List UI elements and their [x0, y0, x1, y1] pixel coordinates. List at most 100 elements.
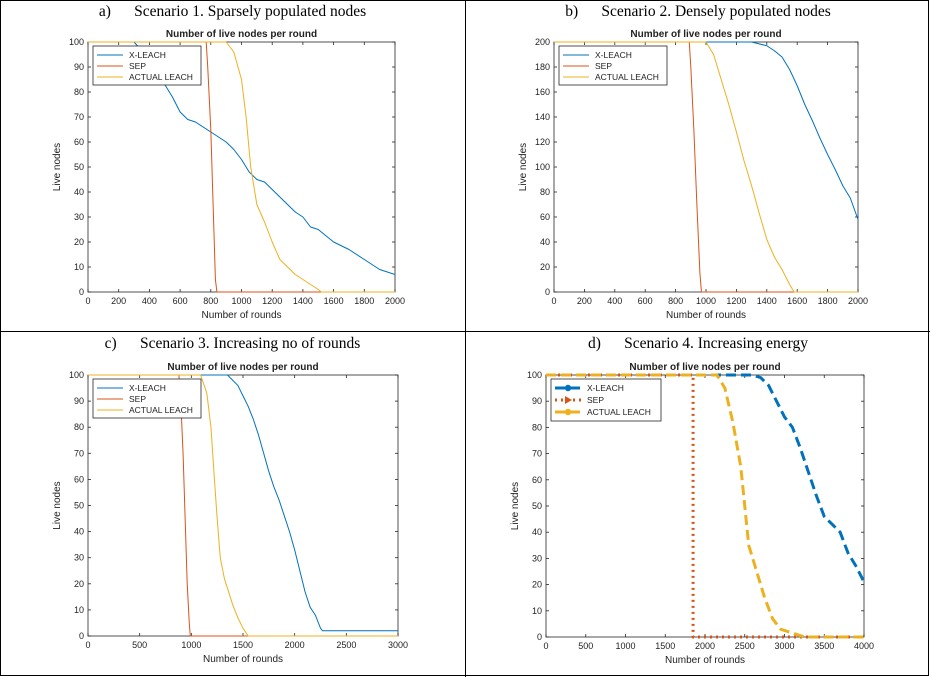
y-tick-label: 50	[74, 162, 84, 172]
x-tick-label: 1800	[818, 296, 838, 306]
chart-title: Number of live nodes per round	[167, 362, 318, 373]
x-axis-label: Number of rounds	[201, 310, 281, 321]
series-line-x-leach	[88, 374, 398, 632]
y-tick-label: 60	[74, 474, 84, 484]
y-tick-label: 70	[532, 449, 542, 459]
x-tick-label: 1000	[231, 296, 251, 306]
y-tick-label: 140	[535, 112, 550, 122]
y-tick-label: 90	[532, 396, 542, 406]
x-tick-label: 1600	[324, 296, 344, 306]
panel-letter: c)	[104, 335, 117, 352]
legend-marker-triangle	[565, 396, 572, 404]
x-tick-label: 500	[132, 640, 147, 650]
y-tick-label: 90	[74, 396, 84, 406]
y-tick-label: 30	[74, 553, 84, 563]
legend-marker-circle	[564, 408, 572, 416]
y-tick-label: 100	[69, 37, 84, 47]
chart-title: Number of live nodes per round	[629, 362, 780, 373]
y-tick-label: 60	[532, 475, 542, 485]
legend-label: SEP	[595, 61, 612, 71]
panel-letter: d)	[587, 335, 601, 352]
x-tick-label: 3000	[388, 640, 408, 650]
grid-divider-vertical	[465, 0, 466, 677]
panel-caption: b) Scenario 2. Densely populated nodes	[466, 3, 930, 21]
chart-title: Number of live nodes per round	[630, 29, 781, 40]
panel-letter: b)	[565, 3, 579, 20]
y-tick-label: 60	[74, 137, 84, 147]
panel-caption: a) Scenario 1. Sparsely populated nodes	[0, 3, 465, 21]
x-tick-label: 0	[85, 640, 90, 650]
x-tick-label: 1400	[293, 296, 313, 306]
y-tick-label: 0	[79, 287, 84, 297]
series-line-x-leach	[546, 373, 864, 583]
grid-divider-horizontal	[0, 331, 930, 332]
legend-label: SEP	[129, 394, 146, 404]
legend-label: ACTUAL LEACH	[595, 72, 659, 82]
y-tick-label: 180	[535, 62, 550, 72]
x-tick-label: 1000	[696, 296, 716, 306]
x-tick-label: 2000	[695, 641, 715, 651]
x-tick-label: 200	[577, 296, 592, 306]
y-tick-label: 40	[74, 527, 84, 537]
y-tick-label: 20	[74, 579, 84, 589]
series-line-x-leach	[88, 41, 395, 275]
y-tick-label: 20	[74, 237, 84, 247]
y-tick-label: 120	[535, 137, 550, 147]
x-tick-label: 4000	[854, 641, 874, 651]
y-tick-label: 80	[74, 87, 84, 97]
y-tick-label: 50	[532, 501, 542, 511]
x-tick-label: 500	[578, 641, 593, 651]
panel-d: d) Scenario 4. Increasing energy Number …	[466, 332, 930, 677]
x-tick-label: 400	[607, 296, 622, 306]
legend-label: X-LEACH	[595, 50, 632, 60]
y-tick-label: 100	[69, 370, 84, 380]
y-tick-label: 70	[74, 112, 84, 122]
y-tick-label: 60	[540, 212, 550, 222]
y-axis-label: Live nodes	[510, 482, 521, 530]
y-tick-label: 30	[74, 212, 84, 222]
y-tick-label: 50	[74, 501, 84, 511]
series-line-actual-leach	[554, 41, 858, 293]
y-tick-label: 40	[74, 187, 84, 197]
x-tick-label: 1000	[615, 641, 635, 651]
x-tick-label: 0	[551, 296, 556, 306]
x-tick-label: 1400	[757, 296, 777, 306]
y-tick-label: 10	[74, 262, 84, 272]
legend-label: X-LEACH	[129, 50, 166, 60]
x-tick-label: 800	[668, 296, 683, 306]
panel-title: Scenario 1. Sparsely populated nodes	[134, 3, 367, 20]
panel-caption: d) Scenario 4. Increasing energy	[466, 335, 930, 353]
x-axis-label: Number of rounds	[666, 310, 746, 321]
x-tick-label: 2500	[336, 640, 356, 650]
x-axis-label: Number of rounds	[665, 655, 745, 666]
x-tick-label: 1800	[354, 296, 374, 306]
x-tick-label: 2000	[385, 296, 405, 306]
panel-title: Scenario 4. Increasing energy	[624, 335, 809, 352]
series-line-sep	[554, 41, 858, 293]
x-tick-label: 3500	[814, 641, 834, 651]
series-line-sep	[546, 373, 864, 639]
panel-title: Scenario 3. Increasing no of rounds	[139, 335, 361, 352]
panel-letter: a)	[98, 3, 111, 20]
y-axis-label: Live nodes	[52, 481, 63, 529]
x-tick-label: 2500	[735, 641, 755, 651]
x-tick-label: 1200	[262, 296, 282, 306]
legend-label: SEP	[587, 395, 604, 405]
y-tick-label: 0	[545, 287, 550, 297]
legend-label: X-LEACH	[587, 383, 624, 393]
y-tick-label: 200	[535, 37, 550, 47]
series-line-x-leach	[554, 41, 858, 220]
y-tick-label: 70	[74, 448, 84, 458]
chart-title: Number of live nodes per round	[166, 29, 317, 40]
y-tick-label: 30	[532, 553, 542, 563]
legend-label: X-LEACH	[129, 383, 166, 393]
x-tick-label: 1500	[233, 640, 253, 650]
legend-marker-circle	[564, 384, 572, 392]
x-tick-label: 600	[638, 296, 653, 306]
x-tick-label: 400	[142, 296, 157, 306]
x-tick-label: 600	[173, 296, 188, 306]
